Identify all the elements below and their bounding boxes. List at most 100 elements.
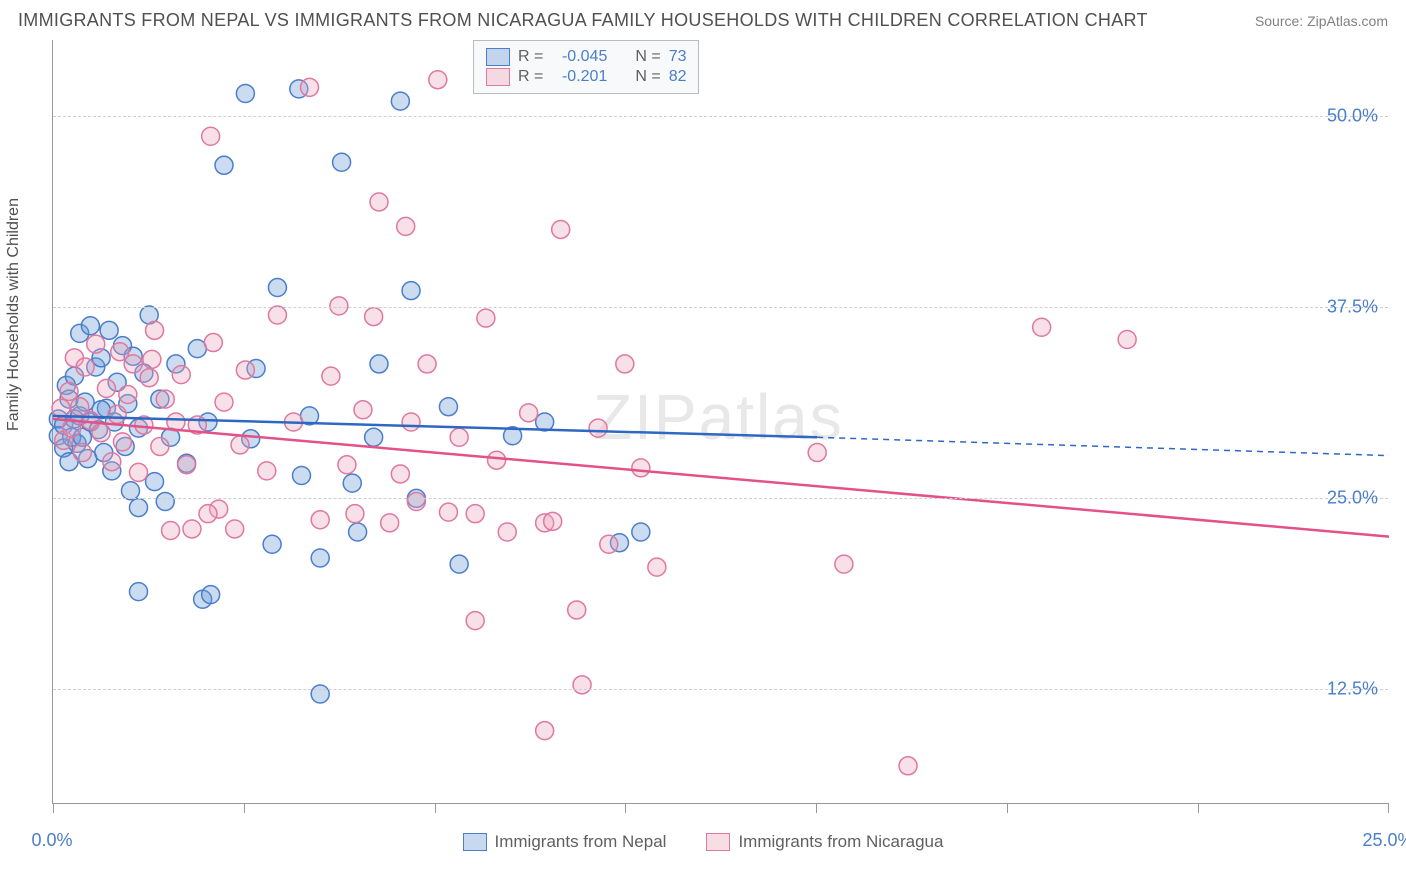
scatter-point — [1118, 330, 1136, 348]
scatter-point — [330, 297, 348, 315]
scatter-point — [121, 482, 139, 500]
bottom-legend-label: Immigrants from Nepal — [495, 832, 667, 852]
scatter-point — [215, 393, 233, 411]
scatter-point — [835, 555, 853, 573]
scatter-point — [370, 355, 388, 373]
legend-n-label: N = — [635, 48, 660, 66]
scatter-point — [520, 404, 538, 422]
scatter-point — [151, 437, 169, 455]
scatter-point — [466, 505, 484, 523]
scatter-point — [381, 514, 399, 532]
scatter-point — [311, 549, 329, 567]
scatter-point — [73, 444, 91, 462]
scatter-point — [488, 451, 506, 469]
scatter-point — [215, 156, 233, 174]
scatter-point — [632, 523, 650, 541]
y-tick-label: 50.0% — [1327, 106, 1378, 127]
legend-n-value: 82 — [669, 68, 687, 86]
bottom-legend-item: Immigrants from Nicaragua — [706, 832, 943, 852]
scatter-point — [648, 558, 666, 576]
legend-row: R =-0.045N = 73 — [486, 47, 686, 67]
scatter-point — [397, 217, 415, 235]
scatter-point — [143, 350, 161, 368]
scatter-point — [498, 523, 516, 541]
scatter-point — [108, 405, 126, 423]
scatter-point — [899, 757, 917, 775]
gridline-h — [53, 116, 1388, 117]
scatter-point — [466, 612, 484, 630]
scatter-point — [354, 401, 372, 419]
scatter-point — [338, 456, 356, 474]
legend-swatch — [706, 833, 730, 851]
bottom-legend-item: Immigrants from Nepal — [463, 832, 667, 852]
scatter-point — [130, 499, 148, 517]
scatter-point — [600, 535, 618, 553]
scatter-point — [552, 220, 570, 238]
scatter-point — [199, 505, 217, 523]
scatter-point — [311, 511, 329, 529]
scatter-point — [349, 523, 367, 541]
x-tick — [53, 803, 54, 813]
scatter-point — [81, 317, 99, 335]
trend-line — [53, 419, 1389, 537]
scatter-point — [119, 385, 137, 403]
trend-line-extrapolated — [817, 437, 1389, 455]
scatter-point — [322, 367, 340, 385]
scatter-point — [450, 428, 468, 446]
legend-swatch — [486, 68, 510, 86]
scatter-point — [87, 335, 105, 353]
scatter-point — [268, 306, 286, 324]
gridline-h — [53, 307, 1388, 308]
scatter-point — [52, 399, 70, 417]
scatter-point — [258, 462, 276, 480]
scatter-point — [573, 676, 591, 694]
scatter-point — [236, 84, 254, 102]
bottom-legend-label: Immigrants from Nicaragua — [738, 832, 943, 852]
scatter-point — [60, 382, 78, 400]
source-label: Source: ZipAtlas.com — [1255, 13, 1388, 29]
scatter-point — [124, 355, 142, 373]
scatter-point — [439, 398, 457, 416]
correlation-legend: R =-0.045N = 73R =-0.201N = 82 — [473, 40, 699, 94]
scatter-point — [365, 428, 383, 446]
gridline-h — [53, 498, 1388, 499]
scatter-point — [92, 424, 110, 442]
scatter-point — [268, 279, 286, 297]
scatter-point — [536, 722, 554, 740]
scatter-point — [391, 92, 409, 110]
series-legend: Immigrants from Nepal Immigrants from Nic… — [0, 832, 1406, 852]
scatter-point — [140, 369, 158, 387]
scatter-point — [156, 492, 174, 510]
x-tick — [244, 803, 245, 813]
scatter-point — [236, 361, 254, 379]
scatter-point — [477, 309, 495, 327]
plot-area: ZIPatlas R =-0.045N = 73R =-0.201N = 82 … — [52, 40, 1388, 804]
y-tick-label: 12.5% — [1327, 679, 1378, 700]
y-tick-label: 37.5% — [1327, 297, 1378, 318]
scatter-point — [439, 503, 457, 521]
x-tick — [435, 803, 436, 813]
scatter-point — [391, 465, 409, 483]
legend-r-value: -0.045 — [551, 48, 607, 66]
scatter-point — [156, 390, 174, 408]
scatter-point — [429, 71, 447, 89]
scatter-point — [103, 453, 121, 471]
scatter-point — [100, 321, 118, 339]
scatter-point — [370, 193, 388, 211]
scatter-point — [333, 153, 351, 171]
x-tick — [816, 803, 817, 813]
y-axis-title: Family Households with Children — [5, 198, 23, 431]
scatter-point — [544, 512, 562, 530]
scatter-point — [301, 78, 319, 96]
scatter-point — [202, 127, 220, 145]
scatter-point — [311, 685, 329, 703]
scatter-point — [130, 463, 148, 481]
scatter-point — [568, 601, 586, 619]
scatter-point — [113, 433, 131, 451]
scatter-point — [263, 535, 281, 553]
legend-r-label: R = — [518, 68, 543, 86]
scatter-point — [183, 520, 201, 538]
legend-r-value: -0.201 — [551, 68, 607, 86]
gridline-h — [53, 689, 1388, 690]
y-tick-label: 25.0% — [1327, 488, 1378, 509]
